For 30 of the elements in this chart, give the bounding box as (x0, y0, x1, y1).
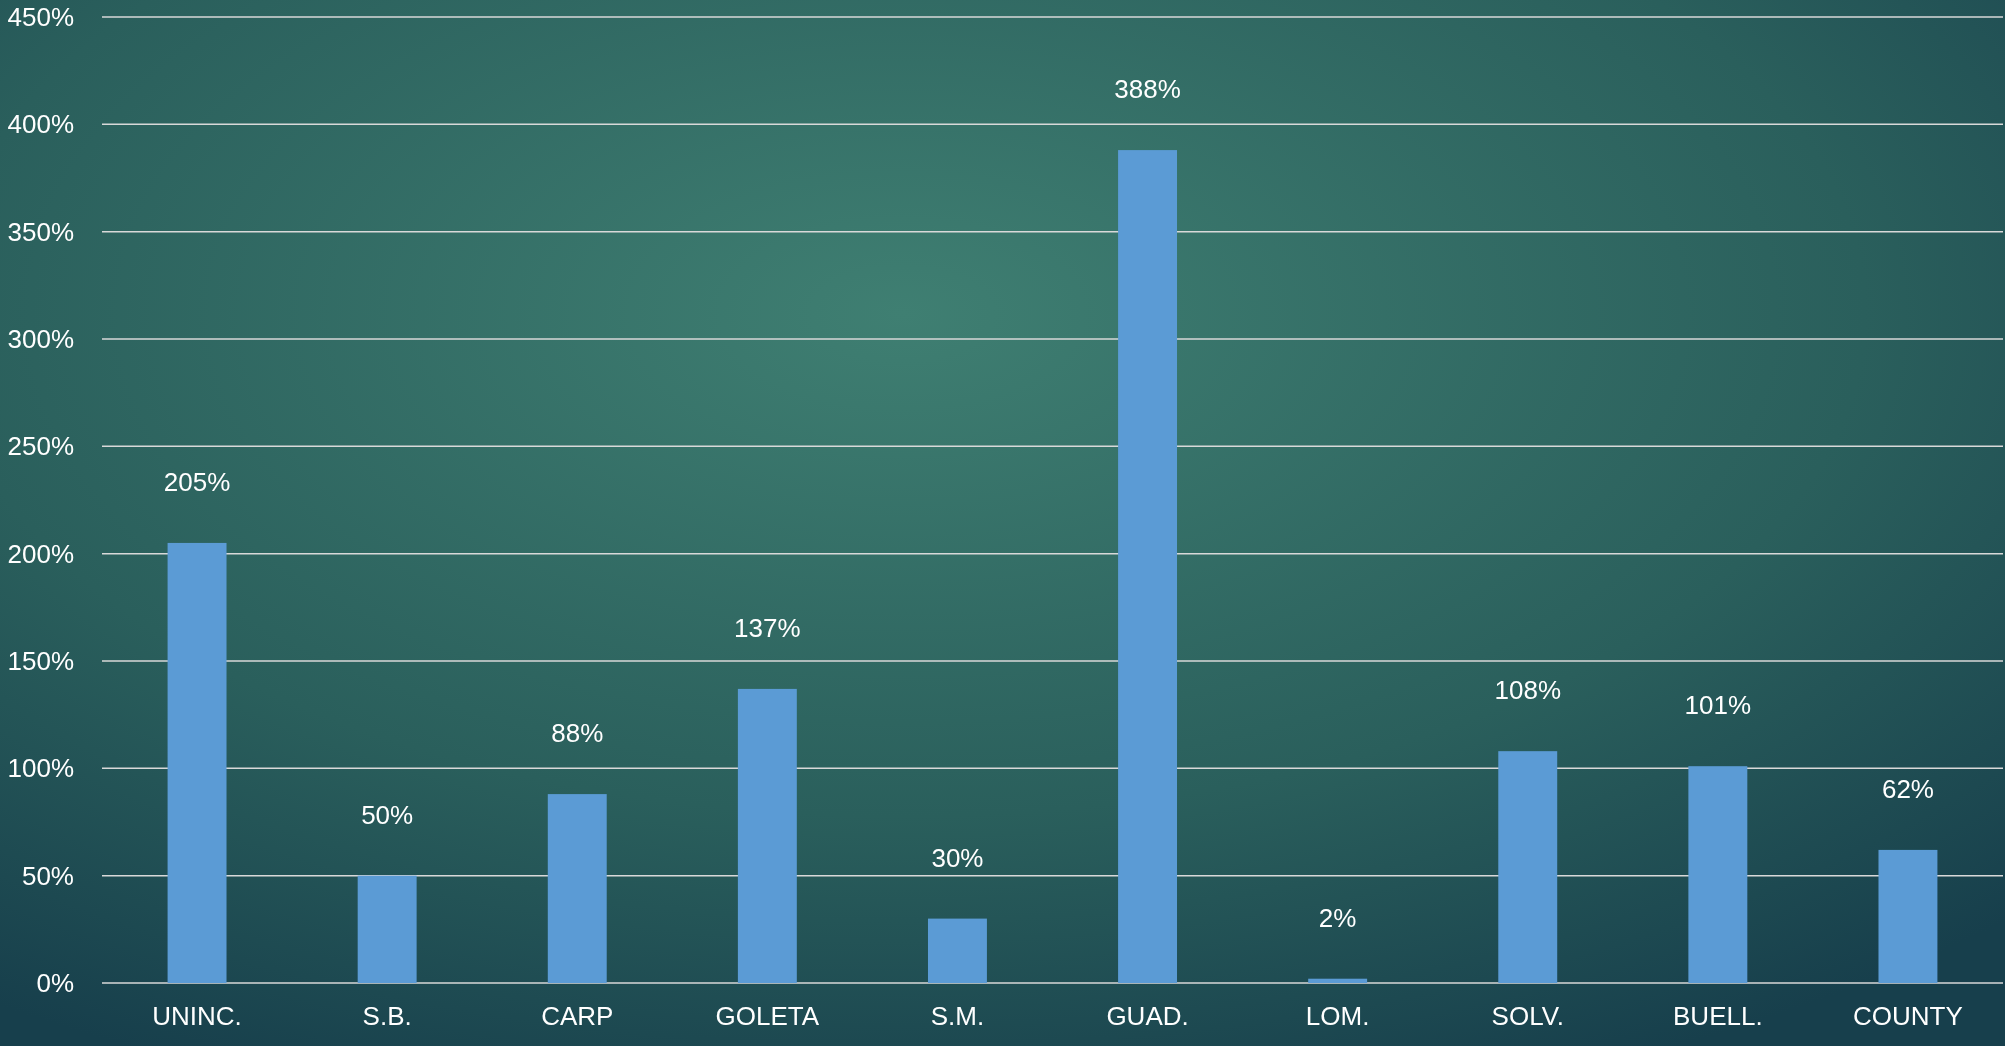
x-tick-label: BUELL. (1673, 1001, 1763, 1031)
y-tick-label: 250% (7, 431, 74, 462)
data-label: 101% (1684, 690, 1752, 721)
data-label: 388% (1114, 74, 1181, 105)
data-label: 50% (361, 799, 414, 830)
x-tick-label: GUAD. (1106, 1001, 1189, 1031)
y-tick-label: 150% (7, 646, 74, 677)
y-tick-label: 100% (7, 753, 74, 784)
y-tick-label: 200% (7, 538, 74, 569)
data-label: 62% (1881, 773, 1934, 804)
x-tick-label: UNINC. (152, 1001, 242, 1031)
data-label: 137% (734, 612, 801, 643)
y-tick-label: 50% (21, 860, 74, 891)
x-tick-label: CARP (541, 1001, 614, 1031)
y-tick-label: 300% (7, 324, 74, 355)
x-tick-label: COUNTY (1853, 1001, 1963, 1031)
data-label: 88% (551, 718, 604, 749)
x-tick-label: GOLETA (715, 1001, 820, 1031)
x-tick-label: S.M. (930, 1001, 985, 1031)
x-tick-label: S.B. (362, 1001, 412, 1031)
data-label: 108% (1494, 675, 1561, 706)
data-label: 2% (1318, 902, 1357, 933)
y-tick-label: 450% (7, 2, 74, 33)
data-label: 30% (931, 842, 984, 873)
x-tick-label: LOM. (1305, 1001, 1370, 1031)
y-tick-label: 0% (36, 968, 74, 999)
x-tick-label: SOLV. (1491, 1001, 1564, 1031)
y-tick-label: 400% (7, 109, 74, 140)
y-tick-label: 350% (7, 216, 74, 247)
data-label: 205% (163, 466, 231, 497)
